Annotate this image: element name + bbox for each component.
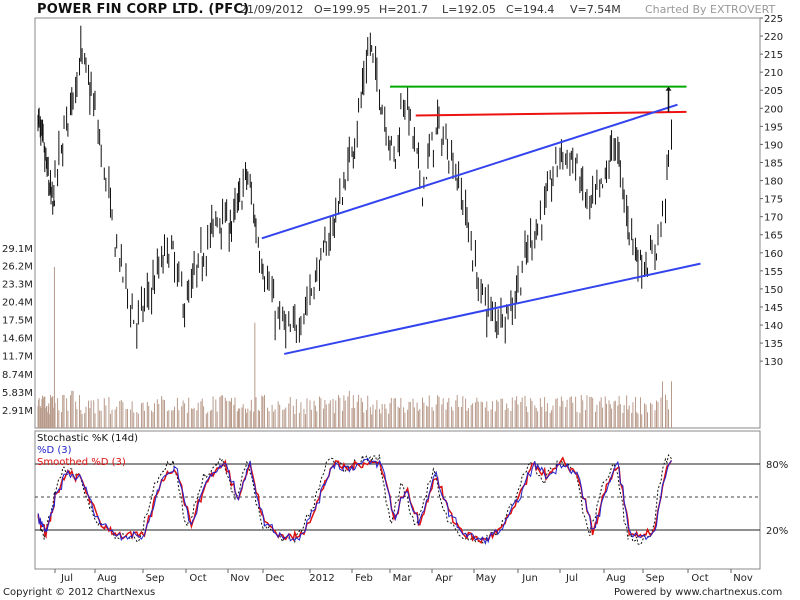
- price-tick-label: 150: [764, 285, 783, 296]
- volume-tick-label: 17.5M: [2, 316, 33, 327]
- x-tick-label: Nov: [230, 573, 250, 584]
- price-tick-label: 210: [764, 68, 783, 79]
- volume-tick-label: 23.3M: [2, 280, 33, 291]
- stochastic-legend: Stochastic %K (14d) %D (3) Smoothed %D (…: [37, 433, 138, 469]
- price-tick-label: 140: [764, 321, 783, 332]
- price-tick-label: 130: [764, 357, 783, 368]
- x-tick-label: Jul: [60, 573, 73, 584]
- volume-tick-label: 11.7M: [2, 352, 33, 363]
- open-value: O=199.95: [314, 3, 371, 16]
- stochastic-lines: [37, 453, 673, 546]
- x-tick-label: Oct: [189, 573, 206, 584]
- stochastic-tick-label: 20%: [766, 526, 788, 537]
- volume-tick-label: 5.83M: [2, 388, 33, 399]
- x-tick-label: Dec: [265, 573, 284, 584]
- chart-credit: Charted By EXTROVERT: [645, 3, 776, 16]
- blue-trend-line: [261, 103, 678, 240]
- volume-tick-label: 20.4M: [2, 298, 33, 309]
- price-tick-label: 185: [764, 158, 783, 169]
- low-value: L=192.05: [442, 3, 496, 16]
- powered-by-text: Powered by www.chartnexus.com: [614, 587, 783, 598]
- x-tick-label: Sep: [646, 573, 665, 584]
- legend-d-line: %D (3): [37, 445, 72, 456]
- close-value: C=194.4: [506, 3, 555, 16]
- x-tick-label: Nov: [733, 573, 753, 584]
- price-tick-label: 160: [764, 249, 783, 260]
- legend-smoothed-d: Smoothed %D (3): [37, 457, 126, 468]
- price-bars: [37, 25, 672, 349]
- blue-trend-line: [284, 262, 701, 355]
- price-tick-label: 135: [764, 339, 783, 350]
- x-tick-label: Aug: [97, 573, 117, 584]
- price-tick-label: 170: [764, 213, 783, 224]
- volume-tick-label: 29.1M: [2, 244, 33, 255]
- volume-value: V=7.54M: [570, 3, 621, 16]
- legend-stochastic-k: Stochastic %K (14d): [37, 433, 139, 444]
- price-tick-label: 205: [764, 86, 783, 97]
- price-tick-label: 220: [764, 32, 783, 43]
- price-tick-label: 180: [764, 177, 783, 188]
- stochastic-panel-frame: [34, 430, 761, 570]
- x-tick-label: Jun: [521, 573, 538, 584]
- x-tick-label: Mar: [393, 573, 413, 584]
- stochastic-tick-label: 80%: [766, 460, 788, 471]
- x-tick-label: Aug: [606, 573, 626, 584]
- chart-title: POWER FIN CORP LTD. (PFC): [37, 2, 250, 17]
- price-panel-frame: [34, 17, 761, 429]
- price-tick-label: 165: [764, 231, 783, 242]
- axis-labels: 130 135 140 145 150 155 160 165 170 175 180 185 190 1…: [2, 14, 788, 584]
- stochastic-k-line: [37, 453, 672, 546]
- d-line: [37, 457, 672, 546]
- x-tick-label: Feb: [355, 573, 373, 584]
- high-value: H=201.7: [379, 3, 428, 16]
- volume-tick-label: 26.2M: [2, 262, 33, 273]
- x-tick-label: Jul: [565, 573, 578, 584]
- price-tick-label: 175: [764, 195, 783, 206]
- price-tick-label: 190: [764, 140, 783, 151]
- chart-frame: [34, 17, 761, 570]
- volume-bars: [37, 266, 672, 428]
- copyright-text: Copyright © 2012 ChartNexus: [3, 587, 156, 598]
- x-tick-label: Oct: [691, 573, 708, 584]
- breakout-arrow-head: [665, 86, 672, 91]
- price-tick-label: 215: [764, 50, 783, 61]
- chart-date: 21/09/2012: [240, 3, 304, 16]
- price-tick-label: 225: [764, 14, 783, 25]
- price-tick-label: 200: [764, 104, 783, 115]
- x-tick-label: 2012: [309, 573, 334, 584]
- price-tick-label: 145: [764, 303, 783, 314]
- volume-tick-label: 14.6M: [2, 334, 33, 345]
- volume-tick-label: 8.74M: [2, 370, 33, 381]
- volume-tick-label: 2.91M: [2, 406, 33, 417]
- x-tick-label: May: [476, 573, 497, 584]
- x-tick-label: Apr: [435, 573, 453, 584]
- trend-lines: [261, 85, 701, 355]
- x-tick-label: Sep: [146, 573, 165, 584]
- price-tick-label: 195: [764, 122, 783, 133]
- price-tick-label: 155: [764, 267, 783, 278]
- red-trend-line: [415, 110, 687, 117]
